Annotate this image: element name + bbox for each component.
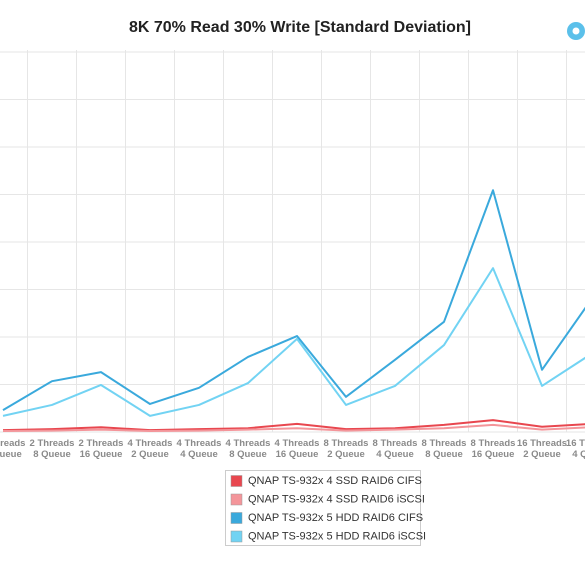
x-tick-label: 4 Threads 8 Queue	[226, 438, 271, 460]
x-tick-line: 16 Queue	[276, 449, 319, 460]
x-tick-label: 2 Threads 8 Queue	[30, 438, 75, 460]
series-line	[2, 423, 585, 433]
x-tick-line: 8 Threads	[471, 438, 516, 449]
x-tick-line: 2 Threads	[79, 438, 124, 449]
chart-title: 8K 70% Read 30% Write [Standard Deviatio…	[129, 19, 471, 36]
x-tick-line: 4 Queue	[180, 449, 218, 460]
x-tick-line: 16 Queue	[80, 449, 123, 460]
legend-label: QNAP TS-932x 4 SSD RAID6 iSCSI	[248, 493, 425, 505]
icon-center	[572, 27, 580, 35]
x-tick-line: 4 Queue	[376, 449, 414, 460]
x-tick-line: 4 Threads	[128, 438, 173, 449]
x-tick-line: 2 Threads	[30, 438, 75, 449]
x-tick-label: 16 Threads 2 Queue	[517, 438, 567, 460]
legend-label: QNAP TS-932x 5 HDD RAID6 iSCSI	[248, 530, 426, 542]
x-tick-line: 8 Threads	[422, 438, 467, 449]
x-tick-label: 8 Threads 8 Queue	[422, 438, 467, 460]
x-tick-line: 8 Queue	[33, 449, 71, 460]
x-tick-line: 4 Queue	[0, 449, 22, 460]
x-tick-line: 8 Threads	[324, 438, 369, 449]
x-tick-label: 8 Threads 16 Queue	[471, 438, 516, 460]
x-tick-line: 8 Threads	[373, 438, 418, 449]
x-tick-line: 8 Queue	[425, 449, 463, 460]
x-tick-line: 4 Threads	[226, 438, 271, 449]
legend-label: QNAP TS-932x 4 SSD RAID6 CIFS	[248, 475, 422, 487]
x-tick-label: 8 Threads 2 Queue	[324, 438, 369, 460]
x-tick-line: 8 Queue	[229, 449, 267, 460]
legend-swatch	[230, 512, 243, 524]
x-tick-line: 2 Queue	[523, 449, 561, 460]
legend-box	[225, 470, 421, 546]
legend-label: QNAP TS-932x 5 HDD RAID6 CIFS	[248, 512, 423, 524]
legend-swatch	[230, 493, 243, 506]
x-tick-line: 4 Threads	[177, 438, 222, 449]
x-tick-line: 16 Threads	[517, 438, 567, 449]
x-tick-label: 2 Threads 16 Queue	[79, 438, 124, 460]
x-tick-line: 4 Queue	[572, 449, 585, 460]
x-tick-label: 8 Threads 4 Queue	[373, 438, 418, 460]
x-tick-line: 2 Queue	[327, 449, 365, 460]
series-line	[2, 267, 585, 417]
x-tick-line: 16 Queue	[472, 449, 515, 460]
x-tick-line: 4 Threads	[275, 438, 320, 449]
series-line	[2, 189, 585, 412]
x-tick-line: 2 Queue	[131, 449, 169, 460]
legend-swatch	[230, 530, 243, 543]
legend-swatch	[230, 475, 243, 487]
x-tick-line: 16 Threads	[566, 438, 585, 449]
x-tick-label: 4 Threads 16 Queue	[275, 438, 320, 460]
x-tick-label: 4 Threads 2 Queue	[128, 438, 173, 460]
x-tick-label: 4 Threads 4 Queue	[177, 438, 222, 460]
series-line	[2, 419, 585, 432]
x-tick-line: 2 Threads	[0, 438, 25, 449]
